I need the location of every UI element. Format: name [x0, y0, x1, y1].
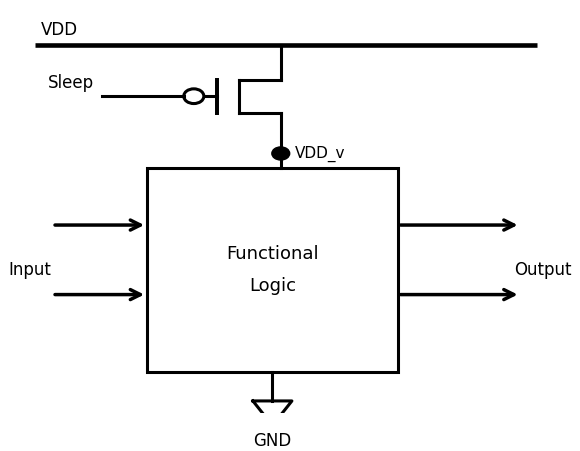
Text: GND: GND	[253, 432, 292, 450]
Bar	[147, 168, 398, 373]
Text: Sleep: Sleep	[48, 74, 94, 92]
Text: VDD: VDD	[41, 21, 78, 39]
Circle shape	[272, 147, 289, 160]
Text: Logic: Logic	[249, 277, 296, 295]
Text: Functional: Functional	[226, 245, 319, 262]
Text: Output: Output	[514, 261, 571, 279]
Text: Input: Input	[9, 261, 52, 279]
Text: VDD_v: VDD_v	[295, 145, 346, 161]
